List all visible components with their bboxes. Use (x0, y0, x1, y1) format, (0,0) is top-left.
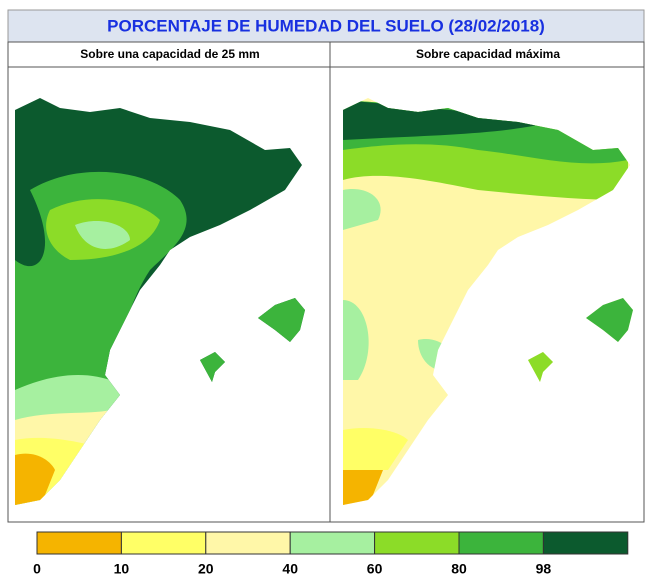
legend-label: 0 (33, 561, 41, 577)
legend-swatch (36, 531, 122, 555)
panel-subtitle: Sobre una capacidad de 25 mm (80, 47, 259, 61)
legend-swatch (205, 531, 291, 555)
map-left (15, 98, 305, 505)
legend-label: 60 (367, 561, 383, 577)
legend-swatch (289, 531, 376, 555)
legend-swatch (542, 531, 629, 555)
legend: 0 10 20 40 60 80 98 (33, 531, 629, 577)
title-bar (7, 9, 645, 43)
legend-label: 98 (536, 561, 552, 577)
map-right (343, 98, 633, 505)
legend-label: 10 (114, 561, 130, 577)
legend-swatch (374, 531, 460, 555)
panel-subtitle: Sobre capacidad máxima (416, 47, 560, 61)
frame (7, 41, 645, 523)
legend-label: 80 (451, 561, 467, 577)
legend-label: 20 (198, 561, 214, 577)
legend-swatch (458, 531, 544, 555)
title: PORCENTAJE DE HUMEDAD DEL SUELO (28/02/2… (107, 16, 545, 35)
legend-swatch (120, 531, 207, 555)
legend-label: 40 (282, 561, 298, 577)
